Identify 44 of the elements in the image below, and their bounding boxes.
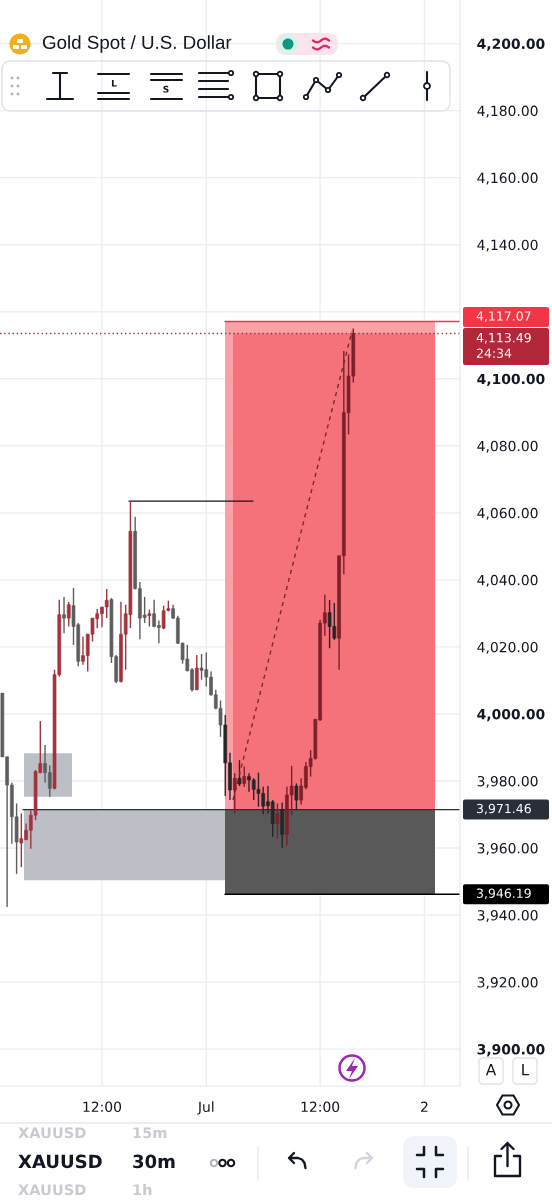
y-tick-label: 4,020.00 <box>477 641 538 654</box>
candlestick <box>270 799 275 838</box>
y-tick-label: 4,060.00 <box>477 507 538 520</box>
annotation: L <box>111 79 117 87</box>
candlestick <box>275 802 280 840</box>
candlestick <box>237 759 242 787</box>
candlestick <box>66 601 71 628</box>
candlestick <box>194 654 199 691</box>
ref-line-label: 4,113.49 24:34 <box>476 332 531 358</box>
y-tick-label: 4,160.00 <box>477 172 538 185</box>
y-tick-label: 4,180.00 <box>477 105 538 118</box>
y-tick-label: 4,080.00 <box>477 440 538 453</box>
y-tick-label: 3,940.00 <box>477 910 538 922</box>
x-tick-label: 2 <box>421 1101 428 1112</box>
text: A <box>485 1064 497 1076</box>
candlestick <box>62 596 66 634</box>
annotation: S <box>163 85 169 93</box>
ref-line-label: 3,946.19 <box>476 888 531 900</box>
text: XAUUSD <box>18 1154 102 1169</box>
text: L <box>522 1064 530 1076</box>
candlestick <box>47 764 52 798</box>
y-tick-label: 4,140.00 <box>477 239 538 252</box>
candlestick <box>294 782 299 811</box>
x-tick-label: 12:00 <box>301 1101 340 1113</box>
y-tick-label: 4,000.00 <box>477 708 545 722</box>
y-tick-label: 4,040.00 <box>477 574 538 587</box>
y-tick-label: 3,980.00 <box>477 775 538 788</box>
candlestick <box>104 588 109 619</box>
x-tick-label: 12:00 <box>83 1101 122 1113</box>
y-tick-label: 3,920.00 <box>477 977 538 989</box>
y-tick-label: 3,960.00 <box>477 842 538 855</box>
y-tick-label: 3,900.00 <box>477 1044 545 1057</box>
candlestick <box>242 765 247 788</box>
text: Gold Spot / U.S. Dollar <box>42 35 232 53</box>
ref-line-label: 4,117.07 <box>476 311 531 322</box>
x-tick-label: Jul <box>197 1101 214 1115</box>
candlestick <box>19 812 24 868</box>
y-tick-label: 4,100.00 <box>477 373 545 387</box>
candlestick <box>199 653 204 681</box>
ref-line-label: 3,971.46 <box>476 803 531 815</box>
text: 30m <box>133 1154 175 1169</box>
y-tick-label: 4,200.00 <box>477 38 545 51</box>
candlestick <box>327 599 332 649</box>
candlestick <box>256 771 261 808</box>
